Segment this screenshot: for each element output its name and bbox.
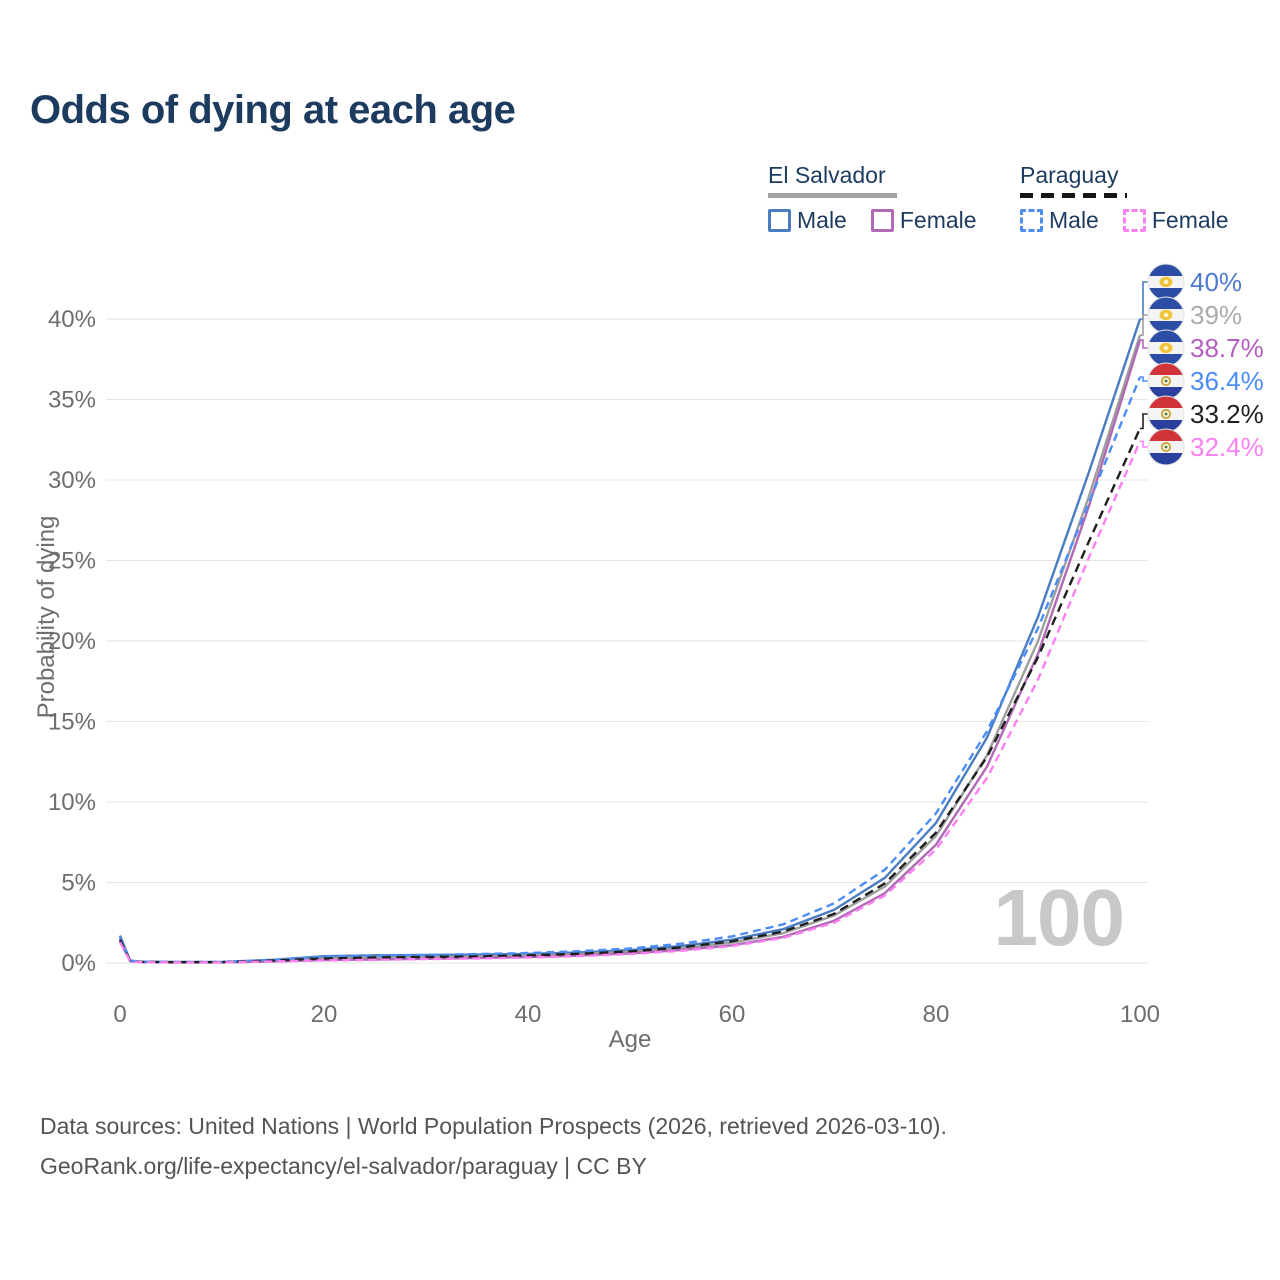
- series-end-label-es-female: 38.7%: [1190, 333, 1264, 363]
- legend-item-el-salvador-male[interactable]: Male: [768, 207, 847, 234]
- y-axis-title: Probability of dying: [33, 515, 60, 719]
- series-line-py-female: [118, 440, 1142, 964]
- paraguay-flag-icon: [1148, 429, 1184, 465]
- label-connector-py-all: [1140, 413, 1149, 430]
- series-line-py-all: [118, 428, 1142, 964]
- y-tick-label: 40%: [48, 306, 96, 333]
- el-salvador-flag-icon: [1148, 330, 1184, 366]
- paraguay-flag-icon: [1148, 396, 1184, 432]
- series-end-label-py-male: 36.4%: [1190, 366, 1264, 396]
- x-tick-label: 0: [113, 1001, 126, 1028]
- y-tick-label: 10%: [48, 789, 96, 816]
- label-connector-py-female: [1140, 440, 1149, 448]
- dashed-female-swatch-icon: [1122, 209, 1146, 232]
- legend-item-paraguay-male[interactable]: Male: [1020, 207, 1099, 234]
- x-tick-label: 80: [923, 1001, 950, 1028]
- legend-item-label: Female: [899, 207, 977, 233]
- legend-line-sample-paraguay: [1020, 193, 1127, 198]
- y-tick-label: 30%: [48, 467, 96, 494]
- paraguay-flag-icon: [1148, 363, 1184, 399]
- series-end-label-es-male: 40%: [1190, 267, 1242, 297]
- x-axis-title: Age: [608, 1026, 652, 1053]
- y-tick-label: 15%: [48, 709, 96, 736]
- legend-line-sample-el-salvador: [768, 193, 897, 198]
- legend-item-el-salvador-female[interactable]: Female: [870, 207, 977, 234]
- legend-item-paraguay-female[interactable]: Female: [1122, 207, 1229, 234]
- footer: Data sources: United Nations | World Pop…: [40, 1106, 1250, 1186]
- flag-ring: [1147, 428, 1185, 466]
- series-line-es-all: [118, 334, 1142, 964]
- x-tick-label: 20: [311, 1001, 338, 1028]
- series-end-label-py-female: 32.4%: [1190, 432, 1264, 462]
- y-tick-label: 20%: [48, 628, 96, 655]
- legend-item-label: Male: [797, 207, 847, 233]
- solid-male-swatch-icon: [768, 209, 791, 232]
- y-tick-label: 5%: [61, 870, 96, 897]
- series-line-py-male: [118, 376, 1142, 964]
- series-end-label-es-all: 39%: [1190, 300, 1242, 330]
- footer-url-line: GeoRank.org/life-expectancy/el-salvador/…: [40, 1153, 647, 1179]
- x-tick-label: 40: [515, 1001, 542, 1028]
- y-tick-label: 35%: [48, 387, 96, 414]
- label-connector-es-male: [1140, 281, 1149, 320]
- el-salvador-flag-icon: [1148, 264, 1184, 300]
- legend-item-label: Male: [1049, 207, 1099, 233]
- legend-group-paraguay: Paraguay Male Female: [1020, 162, 1229, 234]
- y-tick-label: 25%: [48, 548, 96, 575]
- legend-group-el-salvador: El Salvador Male Female: [768, 162, 977, 234]
- label-connector-es-female: [1140, 339, 1149, 349]
- y-tick-label: 0%: [61, 950, 96, 977]
- dashed-male-swatch-icon: [1020, 209, 1043, 232]
- el-salvador-flag-icon: [1148, 297, 1184, 333]
- x-tick-label: 100: [1120, 1001, 1160, 1028]
- page-title: Odds of dying at each age: [30, 88, 516, 132]
- label-connector-py-male: [1140, 376, 1149, 382]
- series-end-label-py-all: 33.2%: [1190, 399, 1264, 429]
- solid-female-swatch-icon: [870, 209, 894, 232]
- series-line-es-female: [118, 339, 1142, 964]
- legend-item-label: Female: [1151, 207, 1229, 233]
- age-watermark: 100: [993, 873, 1125, 962]
- x-tick-label: 60: [719, 1001, 746, 1028]
- label-connector-es-all: [1140, 314, 1149, 336]
- legend-country-el-salvador[interactable]: El Salvador: [768, 162, 886, 188]
- legend-country-paraguay[interactable]: Paraguay: [1020, 162, 1119, 188]
- footer-sources-line: Data sources: United Nations | World Pop…: [40, 1113, 947, 1139]
